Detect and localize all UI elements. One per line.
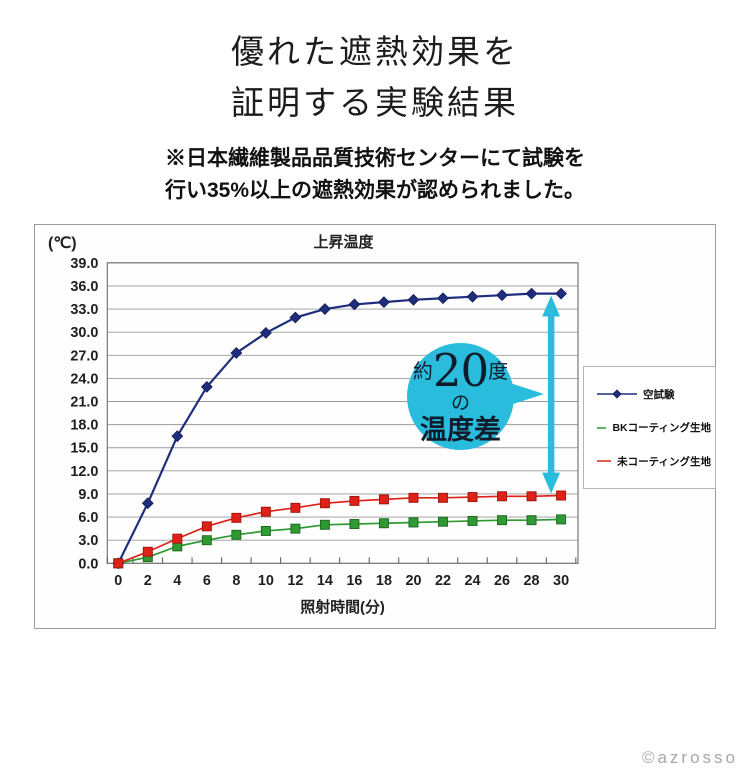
legend-item: 未コーティング生地: [597, 454, 711, 469]
svg-text:28: 28: [524, 573, 540, 589]
legend-label: 未コーティング生地: [617, 455, 711, 468]
temperature-difference-callout: 約 20 度 の 温度差: [407, 343, 544, 451]
line-chart-plot: 0.0 3.0 6.0 9.0 12.0 15.0 18.0 21.0 24.0 27.0 30.0…: [70, 256, 579, 616]
svg-text:9.0: 9.0: [78, 487, 98, 503]
svg-text:30.0: 30.0: [70, 325, 98, 341]
svg-text:15.0: 15.0: [70, 441, 98, 457]
watermark: ©azrosso: [641, 748, 738, 767]
svg-text:8: 8: [232, 573, 240, 589]
callout-number: 20: [432, 344, 489, 398]
callout-prefix: 約: [412, 358, 433, 383]
svg-text:18: 18: [376, 573, 392, 589]
legend-item: BKコーティング生地: [597, 420, 711, 435]
chart-title: 上昇温度: [313, 234, 374, 252]
page-title: 優れた遮熱効果を 証明する実験結果: [0, 26, 750, 128]
callout-tail: [510, 383, 544, 406]
svg-text:22: 22: [435, 573, 451, 589]
svg-text:12: 12: [287, 573, 303, 589]
svg-text:6: 6: [203, 573, 211, 589]
svg-text:12.0: 12.0: [70, 464, 98, 480]
page-title-line2: 証明する実験結果: [231, 83, 519, 123]
page-title-line1: 優れた遮熱効果を: [231, 32, 519, 71]
svg-text:26: 26: [494, 573, 510, 589]
svg-text:3.0: 3.0: [78, 533, 98, 549]
svg-text:4: 4: [173, 573, 181, 589]
legend-label: BKコーティング生地: [612, 422, 711, 435]
svg-text:39.0: 39.0: [70, 256, 98, 272]
legend-label: 空試験: [643, 388, 675, 401]
svg-text:30: 30: [553, 573, 569, 589]
svg-text:36.0: 36.0: [70, 279, 98, 295]
svg-text:10: 10: [258, 573, 274, 589]
svg-text:2: 2: [144, 573, 152, 589]
callout-suffix: 度: [488, 358, 509, 383]
chart-frame: (℃) 上昇温度 0.0 3.0 6.0 9.0 12.0 15.0 18.0 21.0 24.…: [34, 224, 716, 630]
svg-text:24.0: 24.0: [70, 372, 98, 388]
legend-marker-icon: [597, 460, 612, 463]
svg-text:18.0: 18.0: [70, 418, 98, 434]
callout-particle: の: [450, 392, 470, 415]
legend-item: 空試験: [597, 387, 711, 402]
y-axis-unit-label: (℃): [48, 235, 77, 253]
svg-text:0.0: 0.0: [78, 557, 98, 573]
chart-legend: 空試験 BKコーティング生地 未コーティング生地: [583, 366, 716, 490]
test-note-line2: 行い35%以上の遮熱効果が認められました。: [164, 178, 586, 202]
legend-marker-icon: [597, 389, 637, 399]
svg-text:33.0: 33.0: [70, 302, 98, 318]
svg-text:20: 20: [405, 573, 421, 589]
test-note: ※日本繊維製品品質技術センターにて試験を 行い35%以上の遮熱効果が認められまし…: [0, 143, 750, 206]
svg-text:6.0: 6.0: [78, 510, 98, 526]
test-note-line1: ※日本繊維製品品質技術センターにて試験を: [165, 147, 585, 171]
legend-marker-icon: [597, 426, 607, 429]
svg-text:照射時間(分): 照射時間(分): [300, 598, 384, 616]
svg-text:21.0: 21.0: [70, 395, 98, 411]
svg-text:16: 16: [346, 573, 362, 589]
callout-line1: 約 20 度: [413, 348, 508, 393]
svg-text:14: 14: [317, 573, 333, 589]
callout-main-text: 温度差: [420, 415, 501, 446]
svg-text:27.0: 27.0: [70, 349, 98, 365]
svg-text:24: 24: [465, 573, 481, 589]
page: 優れた遮熱効果を 証明する実験結果 ※日本繊維製品品質技術センターにて試験を 行…: [0, 26, 750, 776]
svg-text:0: 0: [114, 573, 122, 589]
